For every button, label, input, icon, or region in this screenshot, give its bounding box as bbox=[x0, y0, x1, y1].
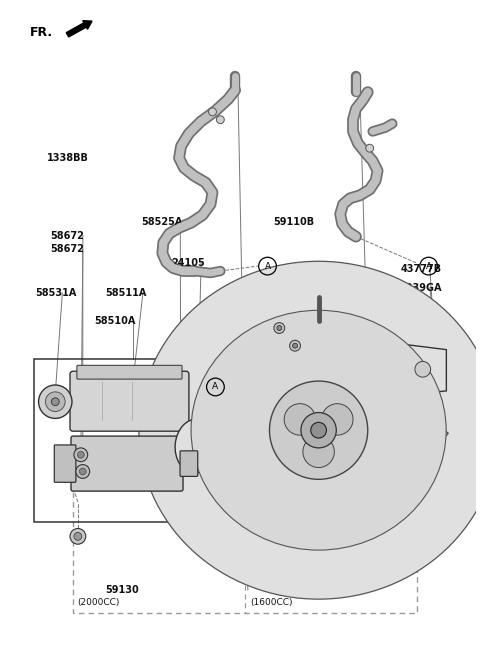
Circle shape bbox=[274, 323, 285, 333]
Text: 59110B: 59110B bbox=[273, 217, 314, 227]
Text: 58580F: 58580F bbox=[235, 411, 276, 421]
Circle shape bbox=[38, 385, 72, 419]
Text: (2000CC): (2000CC) bbox=[77, 599, 120, 607]
Text: A: A bbox=[212, 382, 218, 392]
Text: 59130: 59130 bbox=[106, 585, 139, 595]
Text: (1600CC): (1600CC) bbox=[251, 599, 293, 607]
Ellipse shape bbox=[191, 310, 446, 550]
Text: 1710AB: 1710AB bbox=[198, 371, 240, 380]
FancyBboxPatch shape bbox=[180, 451, 198, 476]
Text: 58672: 58672 bbox=[50, 231, 84, 240]
FancyBboxPatch shape bbox=[70, 371, 189, 431]
Text: 58510A: 58510A bbox=[94, 316, 135, 326]
FancyArrow shape bbox=[66, 20, 92, 37]
Circle shape bbox=[366, 145, 373, 152]
Ellipse shape bbox=[203, 321, 434, 539]
Polygon shape bbox=[432, 430, 448, 446]
Text: 58511A: 58511A bbox=[106, 288, 147, 298]
Text: (1600CC): (1600CC) bbox=[252, 464, 295, 473]
Circle shape bbox=[277, 326, 282, 330]
Text: FR.: FR. bbox=[30, 26, 53, 39]
Circle shape bbox=[70, 528, 86, 544]
Polygon shape bbox=[399, 344, 446, 395]
Circle shape bbox=[322, 403, 353, 435]
Circle shape bbox=[208, 108, 216, 116]
Circle shape bbox=[301, 413, 336, 448]
Text: 59144: 59144 bbox=[408, 362, 441, 373]
Text: 1338BB: 1338BB bbox=[47, 153, 88, 163]
FancyBboxPatch shape bbox=[71, 436, 183, 491]
Text: 59130: 59130 bbox=[318, 468, 352, 478]
Circle shape bbox=[79, 468, 86, 475]
Circle shape bbox=[303, 436, 335, 468]
Circle shape bbox=[51, 397, 59, 405]
Circle shape bbox=[293, 343, 298, 348]
Text: 59130: 59130 bbox=[297, 585, 330, 595]
Text: 59130: 59130 bbox=[127, 468, 160, 478]
Circle shape bbox=[74, 532, 82, 540]
Text: 58672: 58672 bbox=[50, 244, 84, 254]
FancyBboxPatch shape bbox=[77, 365, 182, 379]
Circle shape bbox=[311, 422, 326, 438]
Circle shape bbox=[46, 392, 65, 411]
Text: 58531A: 58531A bbox=[35, 288, 76, 298]
Circle shape bbox=[269, 381, 368, 480]
Circle shape bbox=[216, 116, 224, 124]
Text: A: A bbox=[426, 261, 432, 271]
Circle shape bbox=[289, 340, 300, 351]
Circle shape bbox=[74, 448, 88, 462]
Text: 43777B: 43777B bbox=[400, 264, 442, 274]
Ellipse shape bbox=[175, 419, 216, 473]
Ellipse shape bbox=[139, 261, 480, 599]
Text: 1339GA: 1339GA bbox=[400, 283, 443, 293]
Bar bbox=[72, 455, 417, 612]
Circle shape bbox=[76, 464, 90, 478]
Text: 24105: 24105 bbox=[172, 258, 205, 267]
Circle shape bbox=[415, 361, 431, 377]
Text: 58581: 58581 bbox=[186, 394, 220, 405]
Text: 1362ND: 1362ND bbox=[191, 383, 234, 393]
Text: (2000CC): (2000CC) bbox=[81, 464, 123, 473]
Circle shape bbox=[77, 451, 84, 458]
Circle shape bbox=[284, 403, 316, 435]
Text: 58525A: 58525A bbox=[141, 217, 182, 227]
Bar bbox=[34, 359, 220, 522]
Text: A: A bbox=[264, 261, 271, 271]
FancyBboxPatch shape bbox=[54, 445, 76, 482]
